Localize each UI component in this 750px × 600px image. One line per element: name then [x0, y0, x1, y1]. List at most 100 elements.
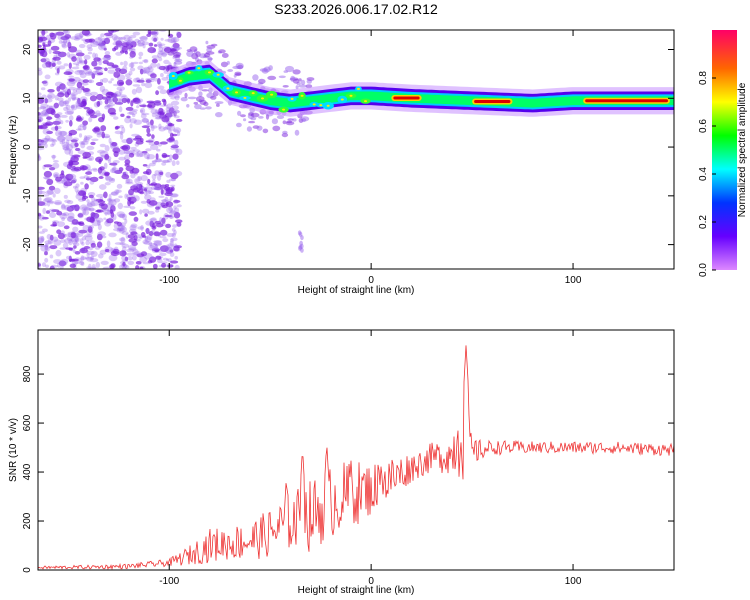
noise-speckle [58, 100, 67, 107]
noise-speckle [129, 206, 136, 210]
transition-speckle [250, 117, 257, 121]
noise-speckle [53, 160, 59, 163]
noise-speckle [77, 97, 81, 105]
noise-speckle [41, 41, 47, 44]
noise-speckle [60, 204, 67, 210]
noise-speckle [139, 104, 147, 108]
noise-speckle [121, 231, 129, 235]
noise-speckle [155, 114, 162, 120]
noise-speckle [139, 256, 148, 263]
noise-speckle [104, 105, 111, 110]
noise-speckle [66, 255, 72, 260]
noise-speckle [142, 261, 151, 265]
noise-speckle [130, 100, 134, 107]
noise-speckle [117, 224, 124, 232]
noise-speckle [113, 221, 119, 224]
noise-speckle [145, 140, 154, 143]
noise-speckle [38, 213, 42, 217]
noise-speckle [148, 245, 156, 251]
noise-speckle [41, 137, 50, 143]
noise-speckle [170, 96, 177, 100]
noise-speckle [100, 260, 109, 265]
noise-speckle [170, 238, 174, 243]
noise-speckle [145, 66, 154, 73]
noise-speckle [153, 186, 158, 191]
noise-speckle [60, 239, 66, 244]
noise-speckle [110, 191, 118, 196]
noise-speckle [46, 200, 55, 204]
noise-speckle [114, 242, 124, 245]
noise-speckle [109, 217, 114, 221]
transition-speckle [186, 50, 194, 58]
noise-speckle [46, 210, 50, 214]
snr-x-label: Height of straight line (km) [298, 585, 415, 596]
colorbar-tick-label: 0.4 [698, 167, 709, 181]
noise-speckle [73, 178, 77, 182]
isolated-blob [300, 235, 304, 241]
noise-speckle [38, 225, 43, 229]
noise-speckle [67, 173, 77, 180]
noise-speckle [66, 109, 75, 115]
ridge-blob-core [226, 87, 230, 90]
noise-speckle [116, 228, 122, 233]
noise-speckle [167, 264, 174, 268]
noise-speckle [79, 141, 85, 145]
noise-speckle [118, 227, 125, 234]
noise-speckle [112, 166, 116, 171]
noise-speckle [118, 195, 123, 199]
noise-speckle [78, 133, 83, 138]
noise-speckle [152, 178, 156, 183]
noise-speckle [107, 198, 117, 202]
noise-speckle [46, 116, 53, 120]
noise-speckle [58, 40, 63, 44]
noise-speckle [164, 184, 170, 187]
noise-speckle [88, 157, 93, 161]
noise-speckle [140, 77, 144, 83]
noise-speckle [161, 162, 167, 166]
noise-speckle [48, 48, 52, 55]
noise-speckle [111, 167, 119, 174]
noise-speckle [159, 89, 168, 95]
noise-speckle [142, 208, 150, 214]
ridge-blob-core [197, 67, 201, 70]
noise-speckle [160, 50, 164, 54]
noise-speckle [119, 242, 126, 246]
transition-speckle [236, 122, 242, 128]
noise-speckle [42, 128, 50, 135]
noise-speckle [82, 156, 88, 159]
noise-speckle [173, 127, 182, 134]
noise-speckle [112, 147, 121, 154]
noise-speckle [84, 136, 91, 141]
ridge-blob-core [349, 94, 353, 97]
noise-speckle [115, 40, 125, 44]
noise-speckle [121, 243, 130, 248]
noise-speckle [147, 65, 153, 70]
noise-speckle [130, 146, 137, 150]
noise-speckle [51, 154, 57, 159]
noise-speckle [157, 50, 165, 55]
noise-speckle [169, 178, 176, 182]
transition-speckle [246, 126, 252, 132]
ridge-blob-core [282, 108, 286, 111]
noise-speckle [160, 73, 164, 78]
noise-speckle [38, 98, 45, 104]
noise-speckle [68, 159, 74, 166]
colorbar: 0.0 0.2 0.4 0.6 0.8 Normalized spectral ampl… [698, 30, 748, 277]
noise-speckle [136, 176, 141, 183]
noise-speckle [96, 112, 103, 117]
noise-speckle [80, 142, 86, 149]
ridge-hot-core [393, 96, 420, 100]
noise-speckle [146, 127, 151, 134]
noise-speckle [62, 100, 70, 105]
noise-speckle [141, 41, 150, 46]
noise-speckle [118, 106, 123, 113]
noise-speckle [161, 230, 167, 236]
noise-speckle [78, 43, 86, 49]
noise-speckle [104, 145, 110, 152]
noise-speckle [158, 114, 166, 120]
noise-speckle [71, 179, 76, 184]
noise-speckle [84, 71, 94, 76]
noise-speckle [38, 231, 45, 234]
noise-speckle [121, 174, 130, 180]
transition-speckle [306, 77, 315, 81]
